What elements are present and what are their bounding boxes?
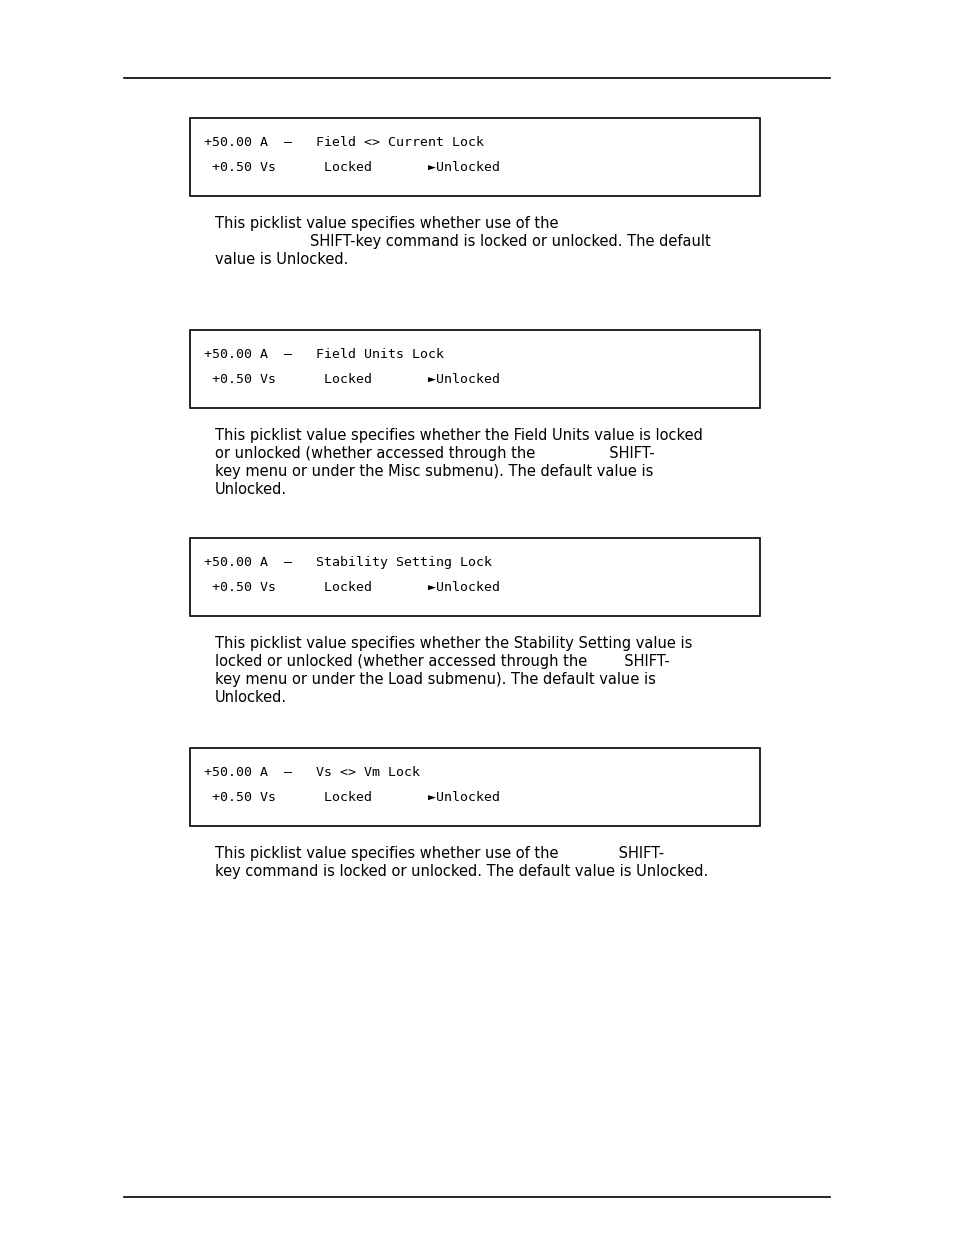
Text: SHIFT-key command is locked or unlocked. The default: SHIFT-key command is locked or unlocked.…: [310, 233, 710, 249]
FancyBboxPatch shape: [190, 748, 760, 826]
Text: +50.00 A  –   Stability Setting Lock: +50.00 A – Stability Setting Lock: [204, 556, 492, 569]
FancyBboxPatch shape: [190, 119, 760, 196]
FancyBboxPatch shape: [190, 538, 760, 616]
Text: key menu or under the Load submenu). The default value is: key menu or under the Load submenu). The…: [214, 672, 656, 687]
Text: This picklist value specifies whether use of the             SHIFT-: This picklist value specifies whether us…: [214, 846, 663, 861]
FancyBboxPatch shape: [190, 330, 760, 408]
Text: This picklist value specifies whether the Field Units value is locked: This picklist value specifies whether th…: [214, 429, 702, 443]
Text: +0.50 Vs      Locked       ►Unlocked: +0.50 Vs Locked ►Unlocked: [204, 161, 499, 174]
Text: Unlocked.: Unlocked.: [214, 482, 287, 496]
Text: key command is locked or unlocked. The default value is Unlocked.: key command is locked or unlocked. The d…: [214, 864, 707, 879]
Text: +0.50 Vs      Locked       ►Unlocked: +0.50 Vs Locked ►Unlocked: [204, 373, 499, 387]
Text: key menu or under the Misc submenu). The default value is: key menu or under the Misc submenu). The…: [214, 464, 653, 479]
Text: or unlocked (whether accessed through the                SHIFT-: or unlocked (whether accessed through th…: [214, 446, 654, 461]
Text: value is Unlocked.: value is Unlocked.: [214, 252, 348, 267]
Text: +0.50 Vs      Locked       ►Unlocked: +0.50 Vs Locked ►Unlocked: [204, 580, 499, 594]
Text: locked or unlocked (whether accessed through the        SHIFT-: locked or unlocked (whether accessed thr…: [214, 655, 669, 669]
Text: Unlocked.: Unlocked.: [214, 690, 287, 705]
Text: +0.50 Vs      Locked       ►Unlocked: +0.50 Vs Locked ►Unlocked: [204, 790, 499, 804]
Text: +50.00 A  –   Field Units Lock: +50.00 A – Field Units Lock: [204, 348, 443, 361]
Text: This picklist value specifies whether use of the: This picklist value specifies whether us…: [214, 216, 558, 231]
Text: This picklist value specifies whether the Stability Setting value is: This picklist value specifies whether th…: [214, 636, 692, 651]
Text: +50.00 A  –   Vs <> Vm Lock: +50.00 A – Vs <> Vm Lock: [204, 766, 419, 779]
Text: +50.00 A  –   Field <> Current Lock: +50.00 A – Field <> Current Lock: [204, 136, 483, 149]
